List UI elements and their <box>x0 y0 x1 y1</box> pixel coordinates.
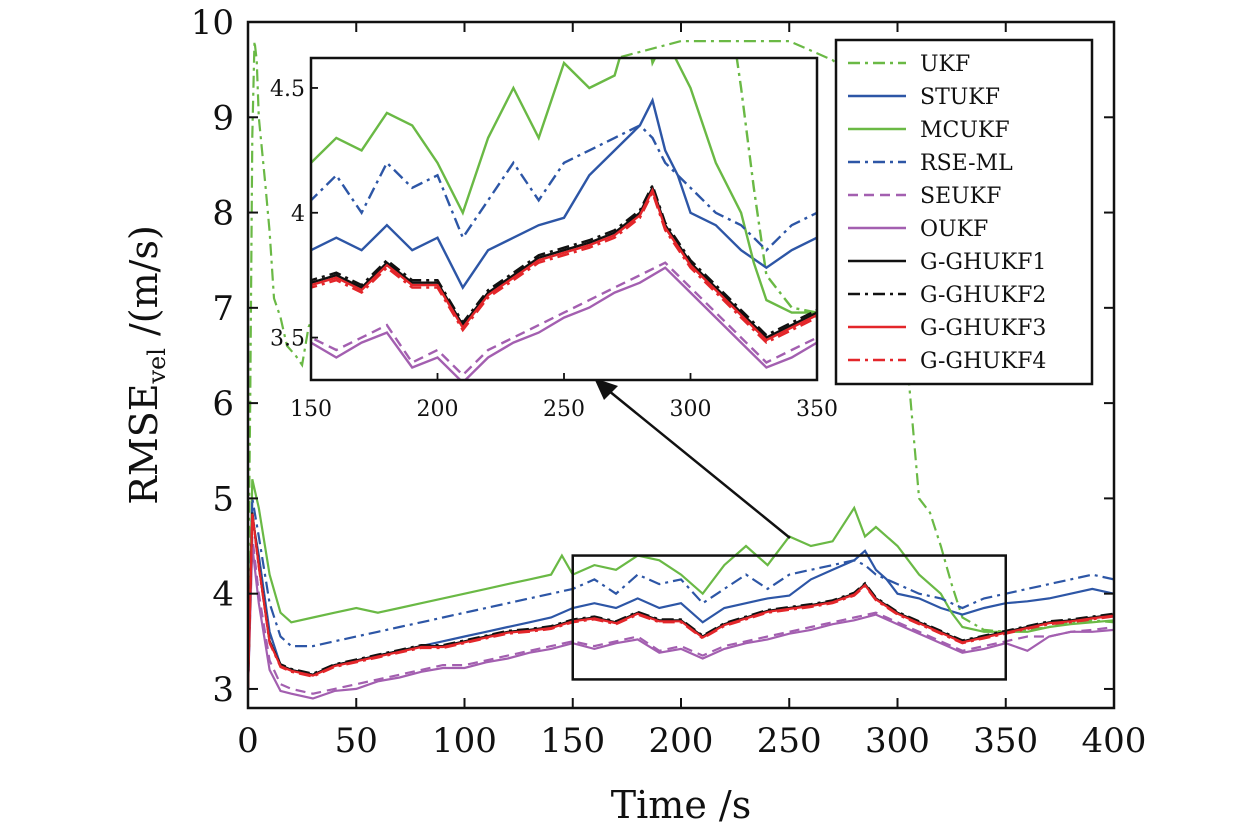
inset-x-tick-label: 200 <box>417 397 459 422</box>
main-series-line-g-ghukf3 <box>248 513 1114 689</box>
y-tick-label: 4 <box>212 575 234 615</box>
inset-axis-ticks: 150 200 250 300 350 3.5 4 4.5 <box>270 77 838 422</box>
inset-series-line-rse-ml <box>311 123 817 252</box>
x-tick-label: 0 <box>237 721 259 761</box>
main-series-line-mcukf <box>248 479 1114 689</box>
legend-label-mcukf: MCUKF <box>920 118 1010 143</box>
x-tick-label: 150 <box>540 721 605 761</box>
main-series-line-oukf <box>248 545 1114 700</box>
inset-x-tick-label: 300 <box>670 397 712 422</box>
inset-series-line-g-ghukf3 <box>311 187 817 342</box>
inset-x-tick-label: 250 <box>543 397 585 422</box>
inset-plot-series <box>311 58 817 380</box>
y-tick-label: 6 <box>212 384 234 424</box>
main-series-line-g-ghukf4 <box>248 514 1114 689</box>
legend-label-g-ghukf4: G-GHUKF4 <box>920 349 1046 374</box>
inset-series-line-g-ghukf2 <box>311 182 817 337</box>
y-tick-label: 9 <box>212 98 234 138</box>
main-plot-series <box>248 40 1114 700</box>
x-axis-label: Time /s <box>611 783 751 827</box>
y-tick-label: 5 <box>212 479 234 519</box>
y-tick-label: 8 <box>212 194 234 234</box>
y-tick-label: 7 <box>212 289 234 329</box>
legend-label-stukf: STUKF <box>920 85 1000 110</box>
x-tick-label: 50 <box>335 721 378 761</box>
legend: UKF STUKF MCUKF RSE-ML SEUKF OUKF G-GHUKF1 G-GH… <box>834 38 1094 386</box>
main-axis-ticks: 0 50 100 150 200 250 300 350 400 3 4 5 6 7 8 9 10 <box>191 3 1147 761</box>
inset-series-line-ukf <box>735 58 817 314</box>
zoom-region-box <box>571 554 1007 681</box>
legend-label-g-ghukf2: G-GHUKF2 <box>920 283 1046 308</box>
x-tick-label: 250 <box>757 721 822 761</box>
y-tick-label: 3 <box>212 670 234 710</box>
inset-series-line-mcukf <box>311 58 817 314</box>
zoom-arrow <box>597 381 791 539</box>
legend-label-oukf: OUKF <box>920 217 988 242</box>
x-tick-label: 300 <box>865 721 930 761</box>
x-tick-label: 350 <box>973 721 1038 761</box>
inset-y-tick-label: 4 <box>291 202 305 227</box>
x-tick-label: 100 <box>432 721 497 761</box>
x-tick-label: 200 <box>649 721 714 761</box>
inset-series-line-g-ghukf4 <box>311 189 817 345</box>
legend-label-ukf: UKF <box>920 52 970 77</box>
inset-series-line-oukf <box>311 266 817 380</box>
main-series-line-rse-ml <box>248 498 1114 689</box>
main-series-line-g-ghukf1 <box>248 512 1114 689</box>
main-series-line-g-ghukf2 <box>248 512 1114 689</box>
legend-label-seukf: SEUKF <box>920 184 1001 209</box>
inset-y-tick-label: 4.5 <box>270 77 305 102</box>
inset-x-tick-label: 150 <box>290 397 332 422</box>
main-series-line-stukf <box>248 517 1114 689</box>
legend-label-rse-ml: RSE-ML <box>920 151 1013 176</box>
inset-y-tick-label: 3.5 <box>270 327 305 352</box>
legend-label-g-ghukf3: G-GHUKF3 <box>920 316 1046 341</box>
zoom-arrow-head <box>594 378 618 400</box>
inset-series-line-stukf <box>311 96 817 290</box>
y-axis-label: RMSEvel /(m/s) <box>122 225 171 505</box>
inset-series-line-seukf <box>311 261 817 377</box>
legend-label-g-ghukf1: G-GHUKF1 <box>920 250 1046 275</box>
y-tick-label: 10 <box>191 3 234 43</box>
main-series-line-seukf <box>248 536 1114 695</box>
inset-series-line-g-ghukf1 <box>311 184 817 340</box>
inset-x-tick-label: 350 <box>796 397 838 422</box>
x-tick-label: 400 <box>1082 721 1147 761</box>
